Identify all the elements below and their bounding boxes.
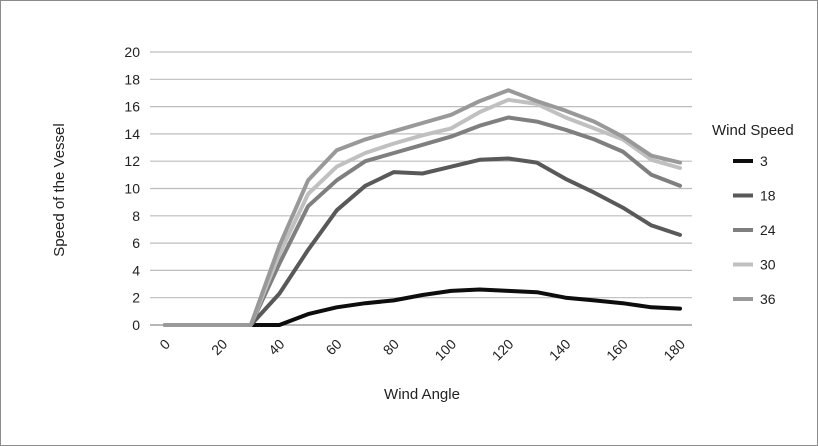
legend-label-18: 18 [760, 188, 776, 204]
y-tick-label-4: 4 [132, 262, 140, 278]
x-tick-labels: 0 20 40 60 80 100 120 140 160 180 [156, 336, 688, 364]
y-tick-label-8: 8 [132, 208, 140, 224]
x-tick-label-180: 180 [660, 336, 688, 364]
x-tick-label-160: 160 [603, 336, 631, 364]
legend: Wind Speed 3 18 24 30 36 [712, 122, 794, 307]
x-tick-label-40: 40 [265, 336, 287, 358]
legend-title: Wind Speed [712, 122, 794, 139]
y-tick-label-18: 18 [124, 71, 140, 87]
y-tick-label-14: 14 [124, 126, 140, 142]
x-axis-title: Wind Angle [384, 386, 460, 403]
y-tick-label-16: 16 [124, 99, 140, 115]
y-tick-label-12: 12 [124, 153, 140, 169]
y-tick-label-6: 6 [132, 235, 140, 251]
legend-label-3: 3 [760, 153, 768, 169]
y-axis-title: Speed of the Vessel [51, 123, 68, 256]
x-tick-label-100: 100 [431, 336, 459, 364]
gridlines [150, 51, 692, 326]
series-lines [163, 88, 682, 327]
x-tick-label-140: 140 [546, 336, 574, 364]
y-tick-labels: 0 2 4 6 8 10 12 14 16 18 20 [124, 44, 140, 333]
legend-label-24: 24 [760, 222, 776, 238]
legend-label-30: 30 [760, 257, 776, 273]
x-tick-label-60: 60 [322, 336, 344, 358]
series-line-36 [163, 88, 682, 327]
x-tick-label-120: 120 [489, 336, 517, 364]
y-tick-label-20: 20 [124, 44, 140, 60]
x-tick-label-80: 80 [380, 336, 402, 358]
series-line-3 [163, 287, 682, 327]
y-tick-label-10: 10 [124, 181, 140, 197]
legend-label-36: 36 [760, 291, 776, 307]
x-tick-label-0: 0 [156, 336, 173, 353]
y-tick-label-2: 2 [132, 290, 140, 306]
x-tick-label-20: 20 [208, 336, 230, 358]
y-tick-label-0: 0 [132, 317, 140, 333]
